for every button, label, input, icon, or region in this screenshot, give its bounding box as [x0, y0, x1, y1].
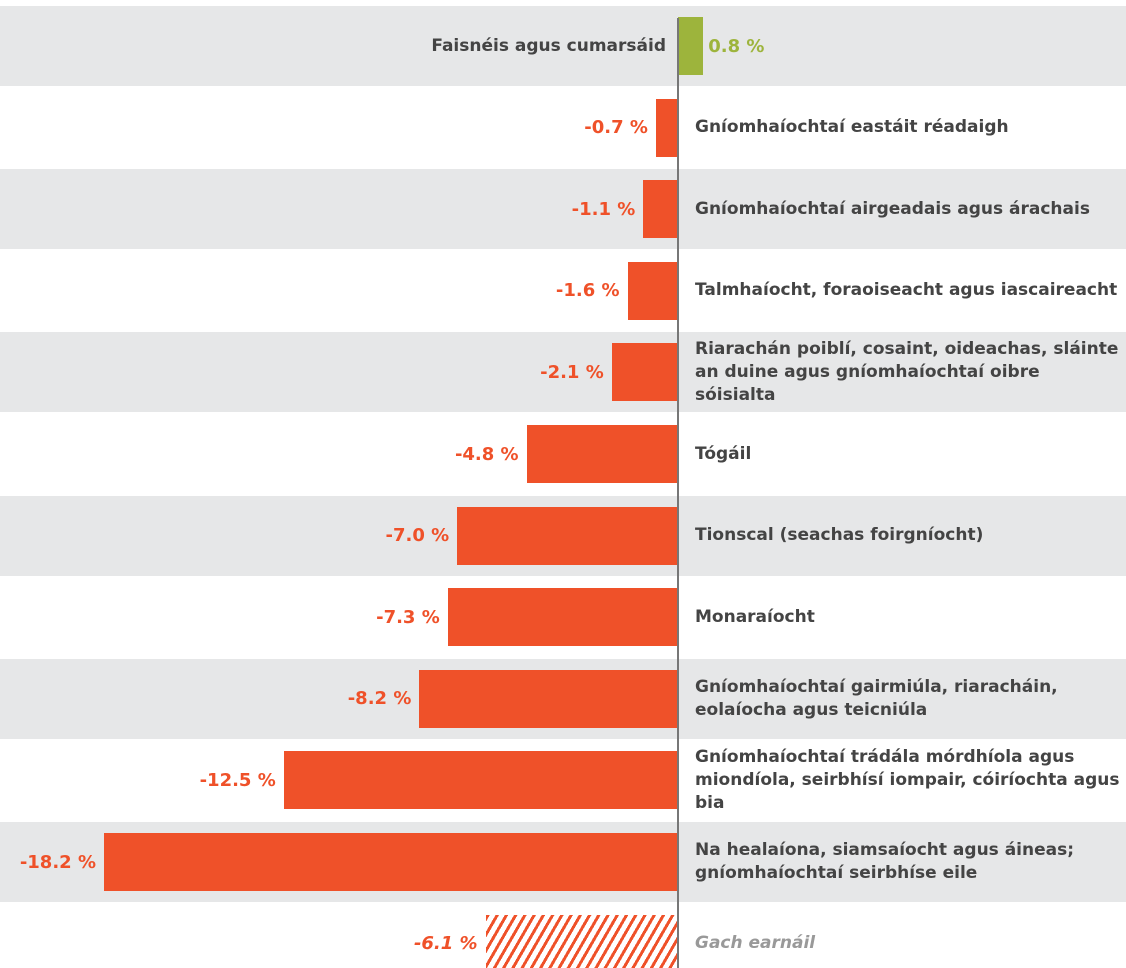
- value-label: -12.5 %: [199, 769, 276, 791]
- category-label: Monaraíocht: [695, 606, 815, 627]
- category-label: Gach earnáil: [695, 933, 816, 954]
- zero-axis: [677, 18, 679, 968]
- bar: [526, 425, 678, 483]
- value-label: 0.8 %: [708, 35, 765, 57]
- row-band: [0, 169, 1126, 250]
- category-label: Riarachán poiblí, cosaint, oideachas, sl…: [695, 338, 1119, 405]
- value-label: -7.3 %: [376, 606, 440, 628]
- category-label: Gníomhaíochtaí eastáit réadaigh: [695, 117, 1009, 138]
- value-label: -1.1 %: [571, 198, 636, 220]
- category-label: Gníomhaíochtaí trádála mórdhíola agus mi…: [695, 746, 1120, 813]
- category-label: Gníomhaíochtaí gairmiúla, riaracháin, eo…: [695, 676, 1058, 720]
- bar: [655, 98, 678, 157]
- category-label: Gníomhaíochtaí airgeadais agus árachais: [695, 198, 1090, 219]
- bar: [104, 833, 678, 891]
- bar: [485, 914, 678, 968]
- row-band: [0, 332, 1126, 413]
- value-label: -0.7 %: [584, 117, 648, 139]
- bar: [611, 343, 678, 402]
- bar: [627, 261, 678, 320]
- category-label: Talmhaíocht, foraoiseacht agus iascairea…: [695, 280, 1118, 301]
- row-band: [0, 6, 1126, 86]
- value-label: -8.2 %: [347, 688, 412, 710]
- category-label: Tionscal (seachas foirgníocht): [695, 525, 984, 546]
- value-label: -2.1 %: [540, 361, 604, 383]
- bar: [678, 17, 704, 75]
- category-label: Faisnéis agus cumarsáid: [431, 35, 666, 56]
- bar: [457, 506, 678, 565]
- category-label: Tógáil: [695, 443, 752, 464]
- bar: [447, 588, 678, 647]
- value-label: -6.1 %: [413, 933, 478, 955]
- bar: [419, 669, 678, 728]
- value-label: -1.6 %: [555, 280, 620, 302]
- value-label: -18.2 %: [19, 851, 96, 873]
- bar: [283, 751, 678, 810]
- category-label: Na healaíona, siamsaíocht agus áineas; g…: [695, 840, 1075, 883]
- value-label: -7.0 %: [385, 525, 450, 547]
- bar: [643, 180, 678, 239]
- value-label: -4.8 %: [454, 443, 519, 465]
